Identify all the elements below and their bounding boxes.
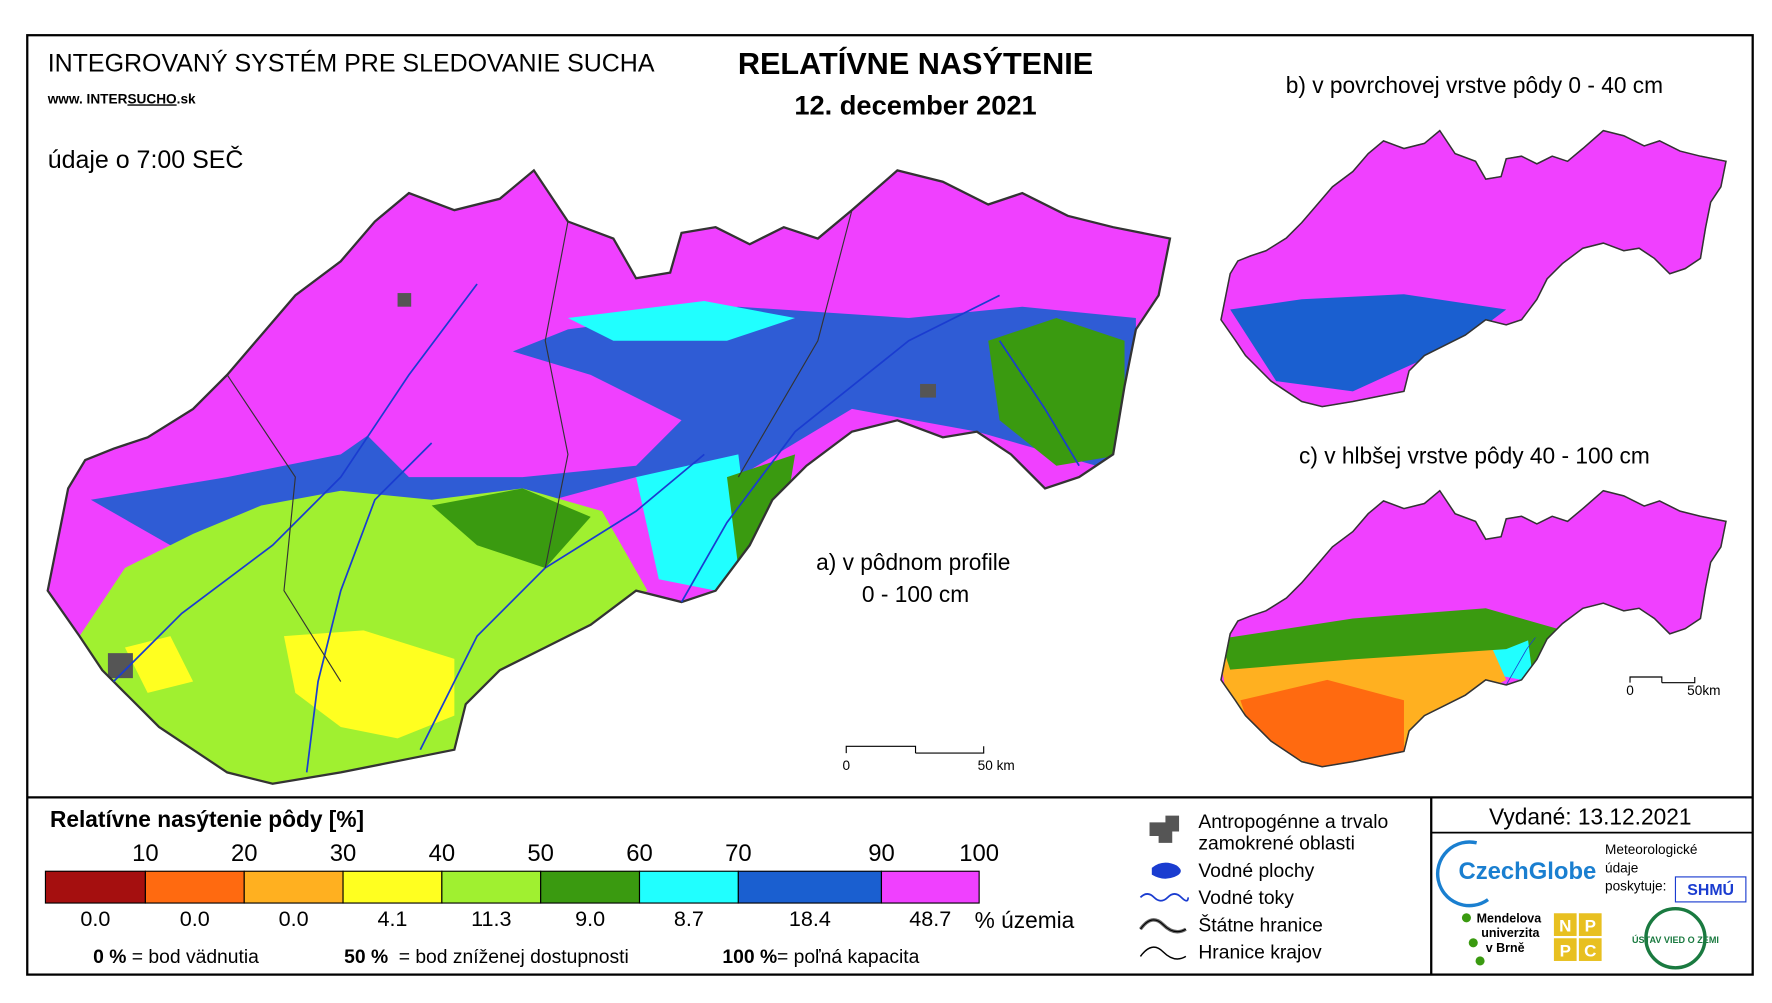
uvz-ring [1644, 907, 1707, 970]
map-c-label: c) v hlbšej vrstve pôdy 40 - 100 cm [1299, 442, 1650, 468]
legend-threshold: 30 [330, 840, 357, 867]
wet-icon [1149, 815, 1180, 843]
nppc-letter: P [1560, 941, 1571, 960]
map-c-fill [1240, 679, 1404, 767]
url-highlight: SUCHO [127, 91, 177, 106]
legend-share: 8.7 [674, 906, 704, 931]
mendel: univerzita [1481, 926, 1540, 940]
legend-threshold: 70 [725, 840, 752, 867]
legend: 0.0 0.0 0.0 4.1 11.3 9.0 8.7 18.4 48.7 10 20 30 40 50… [44, 840, 1075, 968]
issued: Vydané: 13.12.2021 [1489, 804, 1691, 830]
shmu-box [1674, 876, 1747, 903]
system-name: INTEGROVANÝ SYSTÉM PRE SLEDOVANIE SUCHA [48, 49, 655, 78]
legend-swatch [540, 870, 641, 904]
legend-threshold: 60 [626, 840, 653, 867]
scale-end-c: 50km [1687, 683, 1720, 698]
legend-swatch [638, 870, 739, 904]
dot [1461, 913, 1471, 923]
nppc-cell [1553, 938, 1577, 961]
note-text: = bod vädnutia [132, 947, 259, 968]
nppc-cell [1578, 913, 1602, 936]
symbol-label: Vodné toky [1198, 888, 1294, 909]
note-value: 50 % [344, 947, 388, 968]
map-a-label: a) v pôdnom profile [816, 549, 1010, 575]
mendel: v Brně [1486, 941, 1525, 955]
legend-share: 9.0 [575, 906, 605, 931]
legend-share: 0.0 [80, 906, 110, 931]
legend-share: 48.7 [909, 906, 951, 931]
legend-swatch [737, 870, 883, 904]
legend-share: 4.1 [377, 906, 407, 931]
legend-threshold: 20 [231, 840, 258, 867]
nppc-cell [1553, 913, 1577, 936]
map-b-fill [1230, 294, 1507, 392]
nppc-letter: P [1585, 916, 1596, 935]
nppc-letter: C [1584, 941, 1596, 960]
nppc-logo: N PP C [1553, 913, 1602, 961]
map-a-sublabel: 0 - 100 cm [862, 581, 969, 607]
scale-bar [845, 745, 985, 754]
date: 12. december 2021 [794, 90, 1036, 121]
symbol-label: zamokrené oblasti [1198, 834, 1355, 855]
czechglobe-arc [1435, 840, 1490, 908]
symbol-label: Antropogénne a trvalo [1198, 812, 1388, 833]
legend-threshold: 90 [868, 840, 895, 867]
legend-swatch [44, 870, 146, 904]
time-note: údaje o 7:00 SEČ [48, 145, 244, 174]
legend-share: 0.0 [180, 906, 210, 931]
note-text: = bod zníženej dostupnosti [399, 947, 629, 968]
legend-unit: % územia [975, 907, 1075, 933]
region-icon [1139, 946, 1187, 960]
legend-threshold: 10 [132, 840, 159, 867]
url-prefix: www. INTER [47, 91, 128, 106]
mendel: Mendelova [1477, 911, 1543, 925]
note-value: 0 % [93, 947, 126, 968]
scale-start: 0 [842, 758, 850, 773]
legend-share: 0.0 [279, 906, 309, 931]
url: www. INTERSUCHO.sk [47, 91, 196, 106]
legend-swatch [441, 870, 542, 904]
legend-share: 11.3 [471, 906, 511, 931]
map-b-label: b) v povrchovej vrstve pôdy 0 - 40 cm [1286, 72, 1663, 98]
legend-swatch [880, 870, 980, 904]
shmu: SHMÚ [1687, 880, 1734, 899]
legend-swatch [144, 870, 245, 904]
legend-threshold: 100 [959, 840, 999, 867]
scale-start-c: 0 [1626, 683, 1634, 698]
symbol-label: Vodné plochy [1198, 861, 1314, 882]
dot [1475, 956, 1485, 966]
note-value: 100 % [722, 947, 777, 968]
meteo: Meteorologické [1605, 842, 1697, 857]
symbol-label: Hranice krajov [1198, 943, 1322, 964]
state-icon [1139, 919, 1187, 933]
scale-end: 50 km [978, 758, 1015, 773]
nppc-letter: N [1559, 916, 1571, 935]
legend-title: Relatívne nasýtenie pôdy [%] [50, 806, 364, 832]
legend-swatch [243, 870, 344, 904]
legend-threshold: 50 [527, 840, 554, 867]
map-c-fill [1220, 608, 1558, 670]
meteo: údaje [1605, 860, 1638, 875]
uvz: ÚSTAV VIED O ZEMI [1632, 934, 1719, 945]
legend-threshold: 40 [429, 840, 456, 867]
scale-bar-c [1629, 676, 1696, 684]
symbols: Antropogénne a trvalo zamokrené oblasti … [1139, 812, 1388, 964]
dot [1468, 938, 1478, 948]
czechglobe: CzechGlobe [1458, 858, 1596, 885]
river-icon [1139, 893, 1190, 902]
note-text: = poľná kapacita [777, 947, 920, 968]
logos: CzechGlobe Meteorologické údaje poskytuj… [1435, 840, 1747, 970]
legend-share: 18.4 [789, 906, 831, 931]
legend-swatch [342, 870, 443, 904]
nppc-cell [1578, 938, 1602, 961]
meteo: poskytuje: [1605, 879, 1666, 894]
water-icon [1151, 862, 1181, 879]
title: RELATÍVNE NASÝTENIE [738, 46, 1093, 81]
symbol-label: Štátne hranice [1198, 913, 1322, 936]
url-suffix: .sk [177, 91, 196, 106]
